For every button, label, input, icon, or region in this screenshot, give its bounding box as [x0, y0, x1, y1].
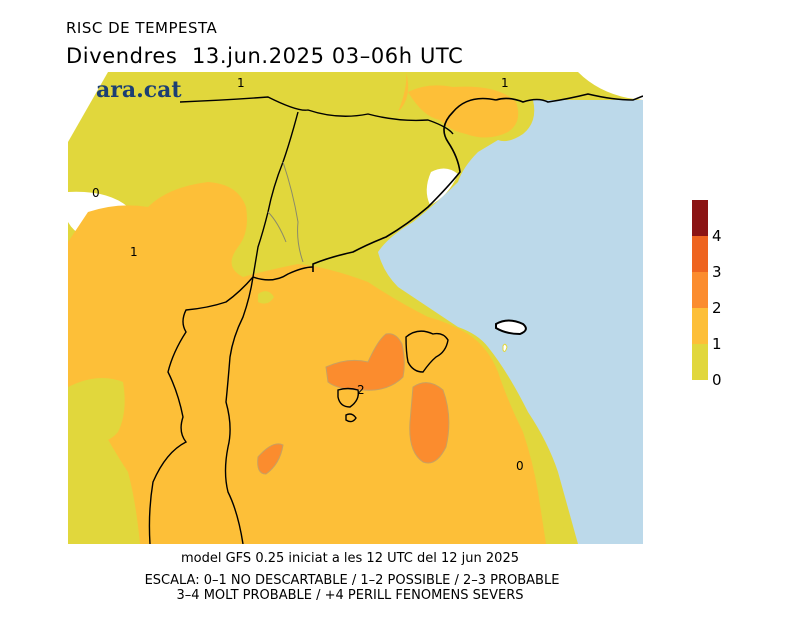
legend-tick-3: 3	[712, 263, 722, 281]
white-area-top-left	[68, 72, 108, 142]
contour-label: 1	[130, 245, 138, 259]
color-legend	[692, 200, 708, 380]
contour-label: 0	[92, 186, 100, 200]
risk-level-2-area-center	[325, 333, 405, 391]
island-2	[502, 343, 508, 352]
legend-tick-2: 2	[712, 299, 722, 317]
island-mainland-shape	[405, 330, 449, 373]
legend-tick-4: 4	[712, 227, 722, 245]
border-inland	[148, 111, 299, 544]
island-small	[337, 387, 360, 408]
border-east	[252, 266, 314, 281]
risk-level-2-area-east	[409, 382, 450, 464]
region-boundary	[282, 161, 304, 263]
model-info: model GFS 0.25 iniciat a les 12 UTC del …	[181, 551, 519, 566]
scale-description-line2: 3–4 MOLT PROBABLE / +4 PERILL FENOMENS S…	[176, 588, 524, 603]
legend-swatch-2-3	[692, 272, 708, 308]
risk-level-1-sliver	[398, 72, 409, 112]
risk-level-0-island	[258, 291, 274, 304]
coastline-north	[495, 93, 643, 103]
contour-label: 2	[357, 383, 365, 397]
region-boundary-2	[267, 211, 287, 243]
contour-label: 1	[237, 76, 245, 90]
map-title: RISC DE TEMPESTA	[66, 19, 218, 37]
legend-tick-1: 1	[712, 335, 722, 353]
contour-label: 0	[516, 459, 524, 473]
contour-label: 1	[501, 76, 509, 90]
white-area-top-right	[396, 72, 643, 100]
storm-risk-map	[68, 72, 643, 544]
legend-swatch-4plus	[692, 200, 708, 236]
scale-description-line1: ESCALA: 0–1 NO DESCARTABLE / 1–2 POSSIBL…	[144, 573, 560, 588]
legend-tick-0: 0	[712, 371, 722, 389]
legend-swatch-3-4	[692, 236, 708, 272]
legend-swatch-1-2	[692, 308, 708, 344]
legend-swatch-0-1	[692, 344, 708, 380]
risk-level-2-area-southwest	[257, 443, 284, 475]
brand-logo: ara.cat	[96, 77, 182, 103]
border-north	[179, 96, 454, 135]
risk-level-0-coast-strip	[538, 492, 568, 544]
white-area-coast	[426, 168, 458, 205]
map-subtitle: Divendres 13.jun.2025 03–06h UTC	[66, 44, 464, 68]
island-tiny	[345, 413, 357, 423]
island-1	[495, 319, 527, 336]
coastline	[312, 97, 497, 272]
border-south	[224, 276, 254, 544]
risk-level-0-pocket-left	[68, 378, 125, 444]
